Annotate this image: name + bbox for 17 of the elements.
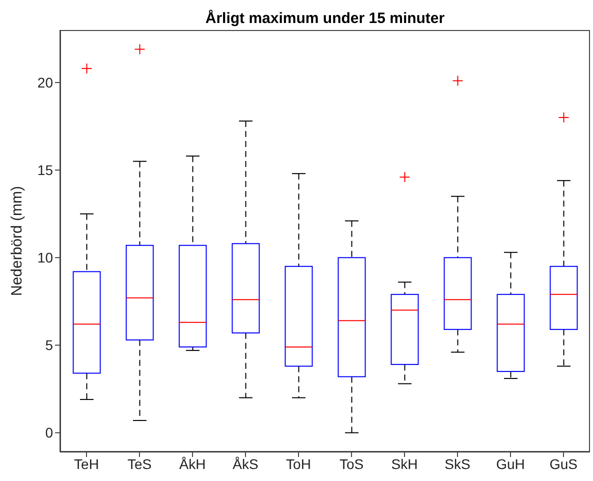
y-tick-label: 20 xyxy=(37,74,54,90)
y-tick-label: 0 xyxy=(45,424,54,441)
x-tick-label: ÅkS xyxy=(232,456,258,472)
x-tick-label: TeH xyxy=(74,456,99,472)
y-tick-label: 10 xyxy=(37,250,54,266)
x-tick-label: ÅkH xyxy=(179,456,206,472)
y-axis-title: Nederbörd (mm) xyxy=(8,186,26,296)
y-tick-label: 15 xyxy=(37,162,54,178)
x-tick-label: SkH xyxy=(391,456,418,472)
x-tick-label: TeS xyxy=(127,456,152,472)
x-tick-label: ToH xyxy=(286,456,311,472)
x-tick-label: SkS xyxy=(444,456,470,472)
x-tick-label: GuH xyxy=(496,456,525,472)
y-tick-label: 5 xyxy=(45,337,54,354)
chart-title: Årligt maximum under 15 minuter xyxy=(204,10,446,27)
x-tick-label: ToS xyxy=(339,456,364,472)
x-tick-label: GuS xyxy=(549,456,578,472)
